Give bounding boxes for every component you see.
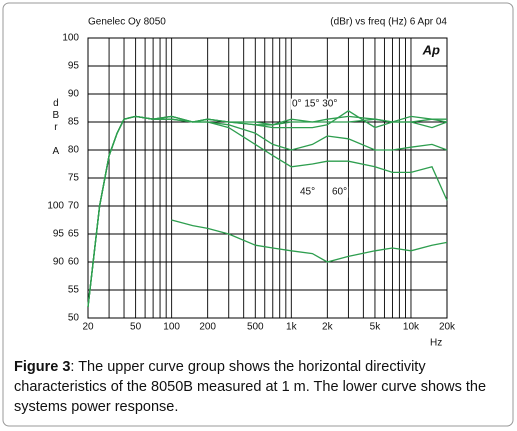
y-tick-label: 65: [68, 229, 80, 240]
y-tick-label: 70: [68, 201, 80, 212]
y-tick-label: 60: [68, 257, 80, 268]
y-tick-label: 85: [68, 117, 80, 128]
series-line: [87, 115, 448, 307]
series-line: [171, 219, 448, 263]
x-tick-label: 5k: [370, 322, 382, 333]
annotation: 0° 15° 30°: [292, 99, 337, 110]
x-tick-label: 20k: [439, 322, 456, 333]
x-tick-label: 50: [130, 322, 142, 333]
x-tick-label: 1k: [286, 322, 298, 333]
series-line: [87, 110, 448, 307]
x-tick-label: 20: [82, 322, 94, 333]
series-line: [87, 115, 448, 307]
frame: [2, 2, 514, 427]
y-tick-label: 80: [68, 145, 80, 156]
logo: Ap: [422, 42, 440, 57]
y-tick-label: 50: [68, 313, 80, 324]
caption: Figure 3: The upper curve group shows th…: [14, 357, 506, 417]
y-axis-label: dBr A: [50, 98, 61, 158]
y2-tick-label: 100: [47, 201, 64, 212]
y-tick-label: 95: [68, 61, 80, 72]
caption-text: : The upper curve group shows the horizo…: [14, 359, 487, 415]
x-tick-label: 500: [247, 322, 264, 333]
annotation-bg: [331, 186, 349, 198]
series-line: [87, 115, 448, 307]
chart-subtitle: (dBr) vs freq (Hz) 6 Apr 04: [330, 17, 447, 28]
y2-tick-label: 90: [53, 257, 65, 268]
y-tick-label: 100: [62, 33, 79, 44]
annotation-bg: [299, 186, 317, 198]
y2-tick-label: 95: [53, 229, 65, 240]
x-tick-label: 2k: [322, 322, 334, 333]
x-tick-label: 200: [199, 322, 216, 333]
x-axis-label: Hz: [430, 338, 442, 349]
y-tick-label: 90: [68, 89, 80, 100]
series-line: [87, 115, 447, 307]
x-tick-label: 10k: [403, 322, 420, 333]
x-tick-label: 100: [163, 322, 180, 333]
y-tick-label: 55: [68, 285, 80, 296]
y-tick-label: 75: [68, 173, 80, 184]
annotation: 60°: [332, 187, 347, 198]
chart-title: Genelec Oy 8050: [88, 17, 166, 28]
annotation-bg: [291, 98, 339, 110]
caption-label: Figure 3: [14, 359, 71, 375]
annotation: 45°: [300, 187, 315, 198]
